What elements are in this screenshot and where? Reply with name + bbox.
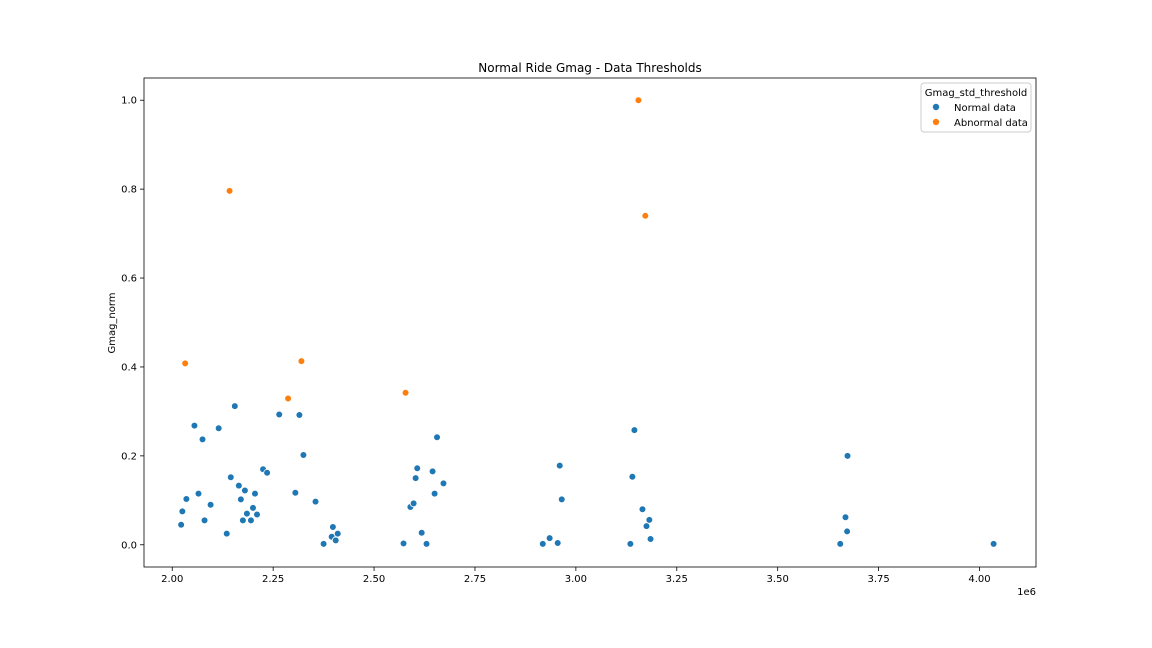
data-point: [222, 529, 231, 538]
data-point: [237, 495, 245, 504]
data-point: [841, 513, 850, 522]
x-axis-offset-label: 1e6: [1017, 587, 1036, 598]
data-point: [200, 516, 209, 525]
plot-area: [143, 77, 1037, 568]
data-point: [638, 505, 647, 514]
data-point: [538, 540, 547, 548]
x-tick-label: 2.75: [464, 574, 486, 585]
data-point: [634, 96, 643, 105]
data-point: [428, 467, 437, 476]
data-point: [235, 481, 243, 490]
data-point: [263, 468, 271, 477]
data-point: [214, 424, 223, 433]
legend-frame: [920, 82, 1032, 133]
y-tick-label: 0.4: [121, 362, 137, 373]
data-point: [275, 410, 284, 419]
data-point: [239, 516, 247, 525]
data-point: [642, 522, 651, 530]
data-point: [422, 540, 431, 548]
data-point: [989, 540, 998, 548]
y-tick-label: 1.0: [121, 96, 137, 107]
data-point: [226, 473, 235, 482]
y-tick-label: 0.0: [121, 540, 137, 551]
legend: Gmag_std_threshold Normal data Abnormal d…: [920, 82, 1032, 133]
x-axis: 2.00 2.25 2.50 2.75 3.00 3.25 3.50 3.75 4.00: [161, 567, 991, 585]
x-tick-label: 3.75: [867, 574, 889, 585]
data-point: [417, 528, 426, 537]
data-point: [331, 536, 340, 545]
data-point: [311, 497, 320, 506]
data-point: [433, 433, 441, 441]
y-axis-label: Gmag_norm: [107, 292, 118, 353]
data-point: [206, 500, 215, 509]
data-point: [178, 507, 187, 516]
axes-frame: [143, 77, 1037, 568]
data-point: [553, 539, 562, 547]
y-axis: 0.0 0.2 0.4 0.6 0.8 1.0: [121, 96, 144, 551]
data-point: [401, 388, 410, 397]
x-tick-label: 3.25: [666, 574, 688, 585]
data-point: [843, 452, 852, 460]
y-tick-label: 0.6: [121, 274, 137, 285]
data-point: [231, 402, 239, 410]
data-point: [399, 539, 408, 548]
data-point: [177, 520, 185, 529]
x-tick-label: 3.50: [767, 574, 789, 585]
legend-title: Gmag_std_threshold: [925, 88, 1028, 99]
data-point: [181, 359, 189, 368]
chart-title: Normal Ride Gmag - Data Thresholds: [478, 61, 702, 75]
data-point: [249, 504, 257, 512]
data-point: [646, 535, 655, 543]
data-point: [253, 510, 261, 519]
data-point: [843, 527, 851, 536]
x-tick-label: 2.25: [262, 574, 284, 585]
data-point: [430, 489, 439, 498]
data-point: [333, 529, 342, 538]
data-point: [628, 472, 637, 481]
data-point: [182, 495, 191, 503]
data-point: [626, 540, 635, 548]
legend-label: Normal data: [954, 103, 1016, 114]
data-point: [291, 488, 300, 497]
x-tick-label: 2.00: [161, 574, 183, 585]
data-point: [836, 540, 845, 548]
x-tick-label: 3.00: [565, 574, 587, 585]
data-point: [555, 461, 564, 470]
x-tick-label: 2.50: [363, 574, 385, 585]
series-abnormal-data: [181, 96, 650, 403]
data-point: [295, 411, 304, 419]
legend-marker: [932, 103, 941, 112]
data-point: [241, 486, 249, 495]
data-point: [409, 499, 418, 508]
series-normal-data: [177, 402, 998, 548]
data-point: [297, 357, 306, 365]
data-point: [243, 509, 251, 518]
data-point: [299, 451, 308, 459]
data-point: [225, 187, 234, 195]
y-tick-label: 0.8: [121, 185, 137, 196]
data-point: [251, 489, 259, 498]
data-point: [413, 464, 422, 473]
data-point: [329, 523, 337, 531]
data-point: [630, 426, 639, 434]
data-point: [439, 479, 448, 488]
legend-items: Normal data Abnormal data: [932, 103, 1028, 129]
legend-label: Abnormal data: [954, 118, 1028, 129]
legend-marker: [932, 118, 941, 127]
x-tick-label: 4.00: [968, 574, 990, 585]
data-point: [545, 534, 554, 542]
data-point: [645, 516, 654, 524]
data-point: [557, 495, 566, 504]
data-point: [641, 212, 650, 220]
data-point: [411, 474, 420, 482]
data-point: [319, 540, 328, 548]
data-point: [247, 516, 255, 525]
data-point: [284, 394, 292, 403]
data-point: [198, 435, 207, 444]
data-point: [190, 421, 199, 430]
y-tick-label: 0.2: [121, 451, 137, 462]
data-point: [194, 489, 203, 498]
